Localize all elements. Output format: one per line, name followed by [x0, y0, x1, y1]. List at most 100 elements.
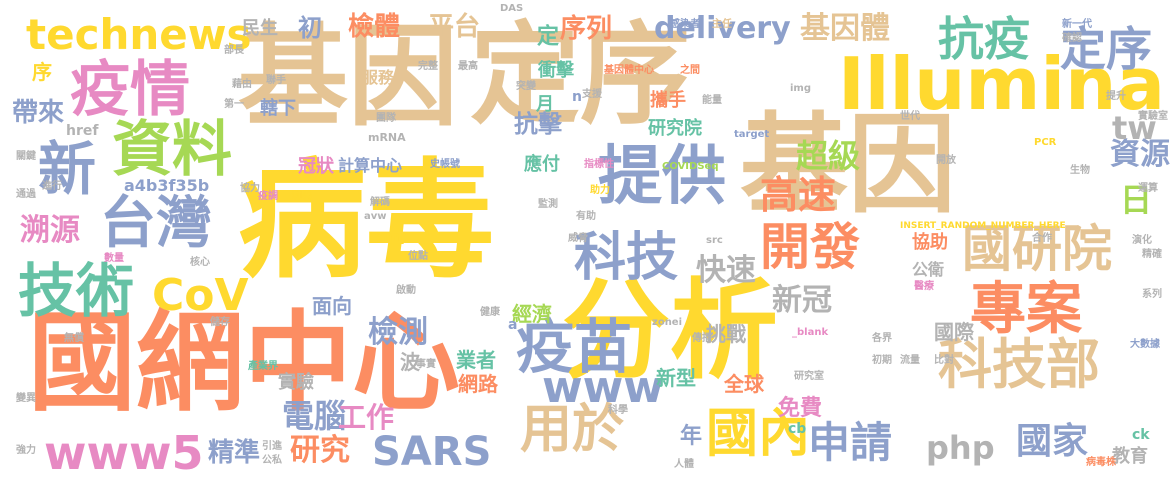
word-weidian: 位點: [408, 251, 428, 262]
word-minsheng: 民生: [242, 18, 278, 39]
word-shengwu: 生物: [1070, 165, 1090, 176]
word-zhibiaoxing: 指標性: [584, 159, 614, 170]
word-jiankang: 健康: [480, 307, 500, 318]
word-tisheng: 提升: [1106, 91, 1126, 102]
word-nengliang: 能量: [702, 95, 722, 106]
word-dashuju: 大數據: [1130, 339, 1160, 350]
word-buzhang: 部長: [224, 45, 244, 56]
word-fuwu: 服務: [362, 68, 395, 87]
word-yongyu: 用於: [520, 400, 625, 460]
word-shuliang: 數量: [104, 253, 124, 264]
word-xin: 新: [38, 135, 97, 203]
word-bo: 波: [400, 350, 420, 374]
word-gejie: 各界: [872, 333, 892, 344]
word-renti: 人體: [674, 459, 694, 470]
word-ding: 定: [533, 24, 558, 46]
word-shiyanshi: 實驗室: [1138, 111, 1168, 122]
word-avw: avw: [364, 211, 387, 222]
word-kejibu: 科技部: [938, 333, 1100, 396]
word-pingtai: 平台: [428, 12, 481, 42]
word-ziliao: 資料: [112, 115, 232, 185]
word-guoji: 國際: [934, 320, 974, 344]
word-xieli: 協力: [240, 183, 260, 194]
word-shenqing: 申請: [808, 418, 893, 467]
word-diannao: 電腦: [282, 397, 347, 435]
word-jisuanzhongxin: 計算中心: [338, 156, 403, 175]
word-wanglu: 網路: [458, 372, 498, 396]
word-gaosu: 高速: [760, 173, 837, 217]
word-php: php: [926, 429, 995, 467]
word-tongguo: 通過: [16, 189, 36, 200]
word-jiyin-2: 基因: [740, 103, 957, 228]
word-zhuli: 助力: [590, 185, 610, 196]
word-insert: INSERT_RANDOM_NUMBER_HERE: [900, 221, 1066, 231]
word-img: img: [790, 83, 812, 94]
word-dingxu-1: 定序: [470, 11, 690, 139]
word-yanjiushi: 研究室: [794, 371, 824, 382]
word-delivery: delivery: [654, 11, 791, 46]
word-queren: 確認: [1062, 33, 1082, 44]
word-zhuren: 主任: [712, 19, 732, 30]
word-www5: www5: [44, 426, 204, 480]
word-yanjiu: 研究: [290, 433, 350, 468]
word-yanjiuyuan: 研究院: [648, 118, 702, 139]
word-jiaoyu: 教育: [1112, 446, 1148, 467]
word-gongzuo: 工作: [338, 401, 395, 434]
word-shizhanghao: 史帳號: [430, 159, 460, 170]
word-guoyanyuan: 國研院: [962, 220, 1112, 278]
word-ck: ck: [1132, 427, 1150, 443]
word-xinxing: 新型: [656, 366, 696, 390]
word-zonei: zonei: [652, 317, 683, 328]
word-qidong: 啟動: [396, 285, 416, 296]
word-taiwan: 台灣: [100, 191, 212, 256]
word-youzhu: 有助: [576, 211, 596, 222]
word-qiangli: 強力: [16, 445, 36, 456]
word-diyi: 第一: [224, 99, 244, 110]
word-bingdu: 病毒: [238, 147, 495, 296]
word-chu: 初: [298, 14, 322, 42]
word-sars: SARS: [372, 429, 492, 475]
word-a: a: [508, 317, 518, 333]
word-guonei: 國內: [706, 404, 811, 464]
word-xu: 序: [32, 60, 52, 84]
word-tw: tw: [1112, 109, 1157, 147]
word-target: target: [734, 129, 770, 140]
word-jiance2: 監測: [538, 199, 558, 210]
word-jingzhun: 精準: [208, 438, 261, 468]
word-jiyintizhongxin: 基因體中心: [604, 65, 654, 76]
word-chucun: 儲存: [210, 317, 230, 328]
word-xiaxia: 轄下: [260, 98, 296, 119]
word-dailai: 帶來: [12, 98, 65, 128]
word-zhijian: 之間: [680, 65, 700, 76]
word-kuaisu: 快速: [696, 253, 756, 288]
word-suyuan: 溯源: [20, 213, 80, 248]
word-nian: 年: [680, 424, 703, 449]
word-ziyuan: 資源: [1110, 137, 1170, 172]
word-zuigao: 最高: [458, 61, 478, 72]
word-tubian: 突變: [516, 81, 536, 92]
word-yanhua: 演化: [1132, 235, 1152, 246]
word-yimiao: 疫苗: [516, 313, 633, 381]
word-kaifa: 開發: [760, 218, 860, 276]
word-tiaozhan: 挑戰: [706, 322, 746, 346]
word-ri: 日: [1120, 181, 1153, 219]
word-jishu: 技術: [18, 257, 135, 325]
word-blank: _blank: [792, 327, 829, 338]
word-hexin: 核心: [190, 257, 210, 268]
word-shishi: 事實: [416, 359, 436, 370]
word-bidui: 比對: [934, 355, 954, 366]
word-yezhe: 業者: [456, 348, 496, 372]
word-href: href: [66, 123, 99, 139]
word-jingji: 經濟: [512, 302, 552, 326]
word-mianxiang: 面向: [312, 294, 352, 318]
word-mianfei: 免費: [778, 396, 823, 421]
word-kangyi: 抗疫: [938, 12, 1030, 66]
word-kexue: 科學: [608, 405, 628, 416]
word-illumina: Illumina: [838, 42, 1165, 126]
word-n: n: [572, 89, 582, 105]
word-jiance: 檢測: [368, 315, 428, 350]
word-bingduzhu: 病毒株: [1086, 457, 1116, 468]
word-chongji: 衝擊: [538, 60, 574, 81]
word-xulie: 序列: [560, 14, 613, 44]
